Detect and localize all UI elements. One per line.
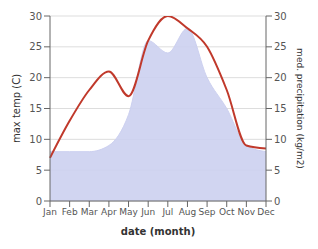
svg-text:0: 0 [274,196,280,207]
svg-text:Sep: Sep [199,207,216,217]
svg-text:15: 15 [29,103,42,114]
svg-text:10: 10 [274,134,287,145]
svg-text:date (month): date (month) [121,226,195,237]
svg-text:med. precipitation (kg/m2): med. precipitation (kg/m2) [295,48,305,169]
svg-text:Jan: Jan [42,207,57,217]
svg-text:max temp (C): max temp (C) [11,74,22,143]
svg-text:25: 25 [274,41,287,52]
svg-text:30: 30 [29,11,42,22]
svg-text:May: May [119,207,138,217]
svg-text:Nov: Nov [238,207,256,217]
svg-text:Aug: Aug [179,207,197,217]
svg-text:Apr: Apr [101,207,117,217]
svg-text:Jul: Jul [161,207,173,217]
svg-text:5: 5 [36,165,42,176]
svg-text:5: 5 [274,165,280,176]
svg-text:30: 30 [274,11,287,22]
svg-text:20: 20 [29,72,42,83]
svg-text:25: 25 [29,41,42,52]
svg-text:0: 0 [36,196,42,207]
svg-text:Oct: Oct [219,207,235,217]
svg-text:Mar: Mar [81,207,98,217]
svg-text:Feb: Feb [62,207,78,217]
svg-text:Jun: Jun [140,207,155,217]
svg-text:Dec: Dec [257,207,274,217]
svg-text:15: 15 [274,103,287,114]
svg-text:20: 20 [274,72,287,83]
svg-text:10: 10 [29,134,42,145]
